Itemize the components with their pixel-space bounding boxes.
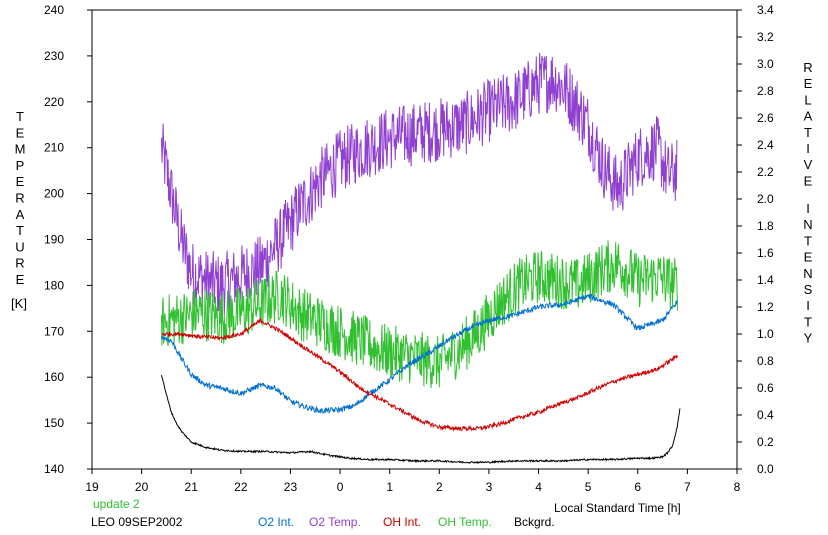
left-axis-letter: E bbox=[16, 174, 25, 189]
left-tick-label: 140 bbox=[44, 462, 64, 476]
right-tick-label: 0.4 bbox=[757, 408, 774, 422]
right-tick-label: 2.8 bbox=[757, 84, 774, 98]
series-line bbox=[161, 293, 678, 414]
left-axis-unit: [K] bbox=[11, 296, 27, 311]
x-tick-label: 7 bbox=[684, 480, 691, 494]
right-axis-letter: N bbox=[803, 266, 812, 281]
right-axis-letter: S bbox=[804, 282, 813, 297]
right-tick-label: 3.0 bbox=[757, 57, 774, 71]
right-tick-label: 3.4 bbox=[757, 3, 774, 17]
right-tick-label: 2.2 bbox=[757, 165, 774, 179]
right-axis-letter: I bbox=[806, 141, 810, 156]
right-axis-letter: R bbox=[803, 60, 812, 75]
right-axis-letter: I bbox=[806, 298, 810, 313]
x-tick-label: 3 bbox=[486, 480, 493, 494]
right-tick-label: 0.2 bbox=[757, 435, 774, 449]
x-tick-label: 1 bbox=[386, 480, 393, 494]
right-axis-letter: Y bbox=[804, 331, 813, 346]
left-axis-letter: M bbox=[15, 142, 26, 157]
left-axis-letter: R bbox=[15, 256, 24, 271]
plot-area bbox=[91, 9, 738, 470]
right-axis-letter: V bbox=[804, 157, 813, 172]
right-tick-label: 1.4 bbox=[757, 273, 774, 287]
left-axis-letter: U bbox=[15, 239, 24, 254]
x-tick-label: 21 bbox=[185, 480, 199, 494]
right-axis-letter: T bbox=[804, 125, 812, 140]
right-axis: 0.0 0.2 0.4 0.6 0.8 1.0 1.2 1.4 1.6 1.8 2.0 2.2 2.4 2… bbox=[737, 3, 774, 476]
x-tick-label: 0 bbox=[337, 480, 344, 494]
x-tick-label: 22 bbox=[234, 480, 248, 494]
left-tick-label: 180 bbox=[44, 278, 64, 292]
series-line bbox=[161, 240, 678, 389]
x-tick-label: 4 bbox=[535, 480, 542, 494]
x-tick-label: 19 bbox=[85, 480, 99, 494]
left-axis-letter: T bbox=[16, 109, 24, 124]
right-tick-label: 1.8 bbox=[757, 219, 774, 233]
right-axis-letter: E bbox=[804, 173, 813, 188]
left-tick-label: 200 bbox=[44, 187, 64, 201]
x-tick-label: 5 bbox=[585, 480, 592, 494]
series-layer bbox=[161, 52, 681, 464]
left-tick-label: 190 bbox=[44, 233, 64, 247]
legend-entry: O2 Int. bbox=[258, 515, 294, 529]
right-axis-letter: N bbox=[803, 217, 812, 232]
legend: O2 Int. O2 Temp. OH Int. OH Temp. Bckgrd. bbox=[258, 515, 555, 529]
right-tick-label: 0.0 bbox=[757, 462, 774, 476]
right-axis-letter: E bbox=[804, 76, 813, 91]
right-tick-label: 0.6 bbox=[757, 381, 774, 395]
left-axis: 140 150 160 170 180 190 200 210 220 230 240 bbox=[44, 3, 92, 476]
right-tick-label: 3.2 bbox=[757, 30, 774, 44]
legend-entry: OH Int. bbox=[383, 515, 421, 529]
right-tick-label: 2.6 bbox=[757, 111, 774, 125]
series-line bbox=[161, 317, 678, 432]
legend-entry: O2 Temp. bbox=[309, 515, 361, 529]
right-tick-label: 1.6 bbox=[757, 246, 774, 260]
series-line bbox=[161, 52, 678, 316]
x-tick-label: 2 bbox=[436, 480, 443, 494]
right-axis-letter: T bbox=[804, 314, 812, 329]
left-axis-letter: R bbox=[15, 191, 24, 206]
left-tick-label: 210 bbox=[44, 141, 64, 155]
right-tick-label: 1.0 bbox=[757, 327, 774, 341]
right-tick-label: 2.0 bbox=[757, 192, 774, 206]
right-axis-letter: E bbox=[804, 250, 813, 265]
legend-entry: Bckgrd. bbox=[514, 515, 555, 529]
left-tick-label: 170 bbox=[44, 324, 64, 338]
left-tick-label: 230 bbox=[44, 49, 64, 63]
right-axis-letter: L bbox=[804, 92, 811, 107]
left-tick-label: 240 bbox=[44, 3, 64, 17]
x-tick-label: 8 bbox=[734, 480, 741, 494]
x-axis: 19 20 21 22 23 0 1 2 3 4 5 6 7 8 bbox=[85, 469, 741, 494]
x-tick-label: 23 bbox=[284, 480, 298, 494]
left-tick-label: 150 bbox=[44, 416, 64, 430]
right-axis-letter: I bbox=[806, 201, 810, 216]
left-tick-label: 160 bbox=[44, 370, 64, 384]
right-tick-label: 2.4 bbox=[757, 138, 774, 152]
series-line bbox=[161, 374, 681, 464]
left-axis-letter: E bbox=[16, 272, 25, 287]
legend-entry: OH Temp. bbox=[438, 515, 492, 529]
left-axis-letter: P bbox=[16, 158, 25, 173]
right-axis-letter: T bbox=[804, 233, 812, 248]
x-tick-label: 20 bbox=[135, 480, 149, 494]
update-text: update 2 bbox=[93, 497, 140, 511]
station-text: LEO 09SEP2002 bbox=[91, 515, 183, 529]
x-tick-label: 6 bbox=[634, 480, 641, 494]
left-axis-letter: T bbox=[16, 223, 24, 238]
x-axis-label: Local Standard Time [h] bbox=[554, 501, 681, 515]
left-axis-letter: A bbox=[16, 207, 25, 222]
right-tick-label: 1.2 bbox=[757, 300, 774, 314]
right-axis-letter: A bbox=[804, 109, 813, 124]
right-tick-label: 0.8 bbox=[757, 354, 774, 368]
left-axis-letter: E bbox=[16, 125, 25, 140]
left-tick-label: 220 bbox=[44, 95, 64, 109]
